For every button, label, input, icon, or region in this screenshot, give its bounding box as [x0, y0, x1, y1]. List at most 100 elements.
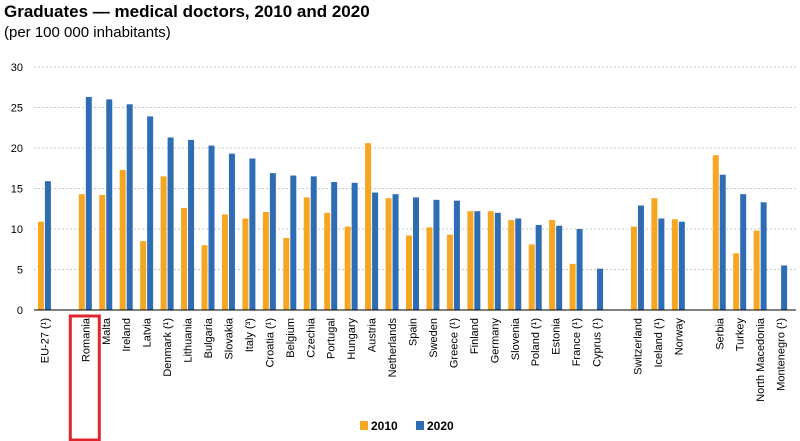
x-category-label: Latvia — [142, 317, 154, 347]
bar-2020 — [228, 153, 235, 310]
x-category-label: Hungary — [346, 318, 358, 360]
bar-2010 — [344, 226, 351, 310]
bar-2010 — [753, 230, 760, 310]
bar-2020 — [44, 181, 51, 310]
x-category-label: Sweden — [428, 318, 440, 358]
bar-2010 — [446, 234, 453, 310]
bar-2020 — [310, 176, 317, 310]
legend-label-2020: 2020 — [427, 419, 454, 433]
bar-2010 — [467, 211, 474, 310]
bar-2020 — [126, 104, 133, 310]
bar-2010 — [733, 253, 740, 310]
bar-2020 — [453, 200, 460, 310]
chart-subtitle: (per 100 000 inhabitants) — [4, 24, 171, 41]
bar-2020 — [167, 137, 174, 310]
x-category-label: Portugal — [326, 318, 338, 359]
bar-2020 — [413, 197, 419, 310]
bar-2010 — [99, 194, 106, 310]
x-category-label: Poland (¹) — [530, 318, 542, 366]
chart-title: Graduates — medical doctors, 2010 and 20… — [4, 2, 370, 21]
bar-2020 — [433, 199, 440, 310]
x-category-label: Croatia (¹) — [264, 318, 276, 368]
bar-2020 — [208, 145, 215, 310]
bar-2020 — [331, 182, 338, 310]
bar-2020 — [392, 194, 399, 310]
x-category-label: Greece (¹) — [448, 318, 460, 368]
bar-2020 — [535, 224, 542, 310]
y-tick-label: 5 — [17, 265, 23, 277]
bar-2010 — [221, 214, 228, 310]
bar-2010 — [283, 237, 290, 310]
bar-2010 — [242, 218, 249, 310]
bar-2020 — [658, 218, 665, 310]
bar-2010 — [487, 211, 494, 310]
bar-2010 — [324, 212, 331, 310]
x-category-label: Finland — [469, 318, 481, 354]
x-category-label: Romania — [80, 317, 92, 362]
bar-2010 — [140, 241, 147, 310]
y-tick-label: 20 — [11, 143, 23, 155]
legend-swatch-2020 — [416, 421, 424, 430]
bar-2010 — [385, 198, 392, 310]
bar-2020 — [351, 182, 358, 310]
x-category-label: Germany — [489, 318, 501, 364]
bar-2010 — [569, 263, 576, 310]
x-category-label: Norway — [673, 318, 685, 356]
x-category-label: Austria — [367, 317, 379, 352]
bar-2020 — [290, 175, 297, 310]
x-category-label: Czechia — [305, 317, 317, 358]
x-category-label: Slovenia — [510, 317, 522, 360]
bar-2010 — [160, 176, 167, 310]
bar-2020 — [597, 268, 604, 310]
x-category-label: Italy (³) — [244, 318, 256, 352]
bar-2020 — [106, 99, 113, 311]
bar-2010 — [651, 198, 658, 310]
bar-2020 — [781, 265, 788, 310]
x-category-label: Turkey — [735, 318, 747, 352]
x-category-label: Ireland — [121, 318, 133, 352]
bar-2020 — [576, 229, 583, 310]
bar-2010 — [303, 197, 310, 310]
bar-2010 — [549, 220, 556, 310]
x-category-label: Lithuania — [183, 317, 195, 363]
bar-2020 — [474, 211, 481, 310]
x-category-label: Belgium — [285, 318, 297, 358]
bar-2020 — [494, 212, 501, 310]
x-category-label: Spain — [408, 318, 420, 346]
bar-2010 — [37, 221, 44, 310]
bar-2010 — [508, 220, 515, 310]
bar-2010 — [78, 194, 85, 310]
bar-2020 — [556, 225, 563, 310]
bar-2020 — [740, 194, 747, 310]
y-tick-label: 15 — [11, 184, 23, 196]
y-tick-label: 30 — [11, 62, 23, 74]
x-category-label: Bulgaria — [203, 317, 215, 358]
bar-2010 — [406, 235, 412, 310]
bar-2010 — [528, 244, 535, 310]
bar-2020 — [249, 158, 256, 310]
legend-swatch-2010 — [360, 421, 368, 430]
x-category-label: Switzerland — [632, 318, 644, 375]
y-tick-label: 25 — [11, 103, 23, 115]
bar-2020 — [269, 173, 276, 310]
x-category-label: Iceland (¹) — [653, 318, 665, 368]
bar-2020 — [637, 205, 644, 310]
x-category-label: Denmark (¹) — [162, 318, 174, 377]
bar-2020 — [188, 139, 195, 310]
bar-2020 — [515, 218, 522, 310]
bar-2020 — [372, 192, 379, 310]
x-category-label: Cyprus (¹) — [592, 318, 604, 367]
bar-2020 — [719, 174, 726, 310]
x-category-label: North Macedonia — [755, 317, 767, 402]
x-category-label: Estonia — [551, 317, 563, 355]
bar-2020 — [678, 221, 685, 310]
bar-2010 — [365, 143, 372, 310]
x-category-label: Malta — [101, 317, 113, 345]
y-tick-label: 0 — [17, 305, 23, 317]
bar-2010 — [712, 155, 719, 310]
x-category-label: EU-27 (¹) — [39, 318, 51, 363]
bar-2010 — [671, 219, 678, 310]
legend-label-2010: 2010 — [371, 419, 398, 433]
bar-2020 — [85, 96, 92, 310]
